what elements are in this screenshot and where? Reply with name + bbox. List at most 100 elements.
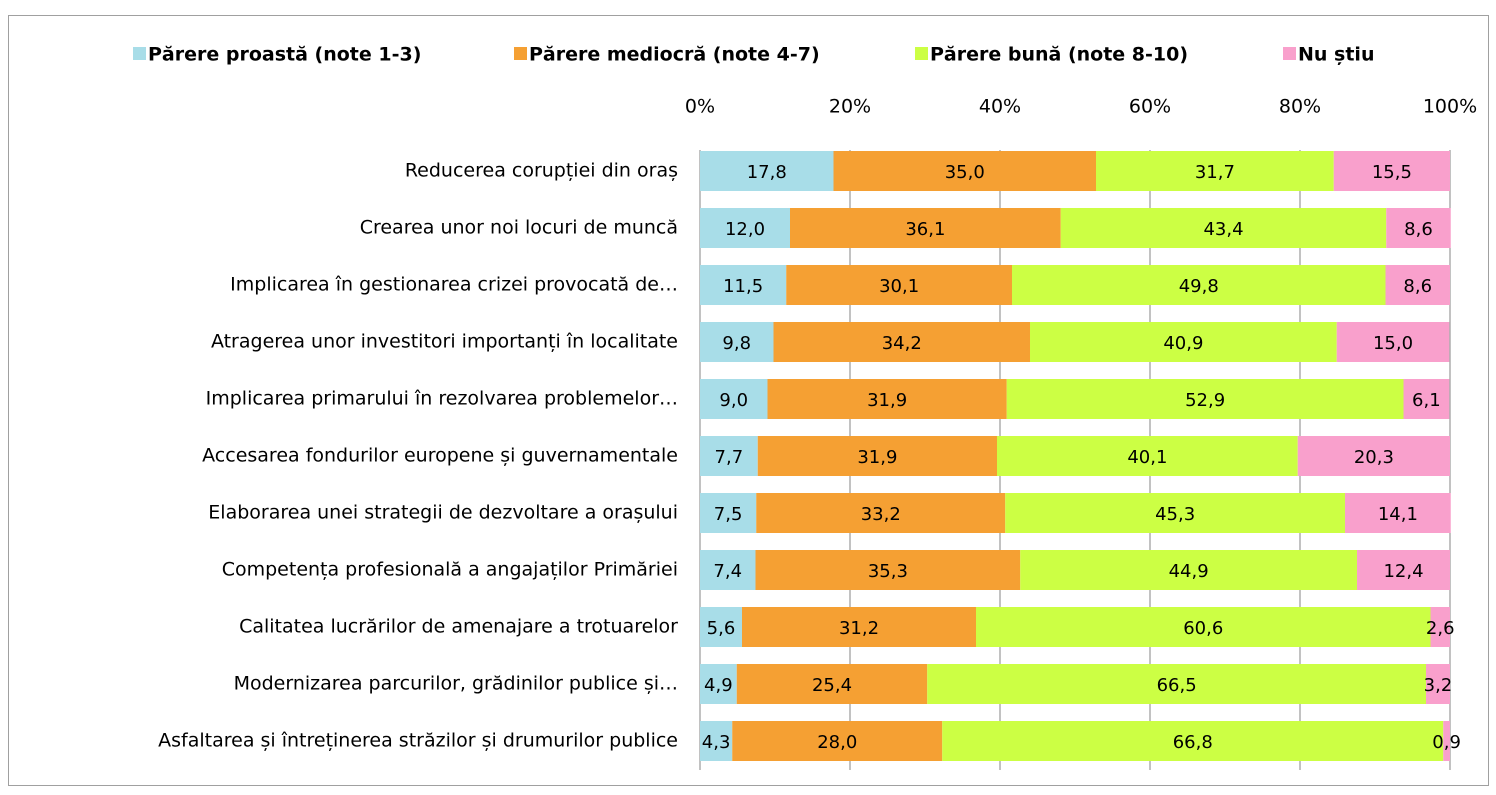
bar-segment (790, 208, 1061, 248)
value-label: 40,9 (1163, 333, 1203, 354)
value-label: 31,9 (867, 390, 907, 411)
value-label: 8,6 (1403, 276, 1432, 297)
bar-segment (1297, 436, 1450, 476)
bar-segment (700, 322, 774, 362)
value-label: 35,3 (868, 561, 908, 582)
bar-segment (1012, 265, 1386, 305)
category-label: Asfaltarea și întreținerea străzilor și … (158, 730, 678, 752)
value-label: 52,9 (1185, 390, 1225, 411)
x-tick-label: 40% (979, 96, 1021, 118)
category-label: Competența profesională a angajaților Pr… (222, 559, 678, 581)
bar-segment (1386, 208, 1451, 248)
value-label: 9,0 (719, 390, 748, 411)
value-label: 6,1 (1412, 390, 1441, 411)
bar-segment (757, 436, 997, 476)
legend-swatch (133, 47, 146, 60)
x-tick-label: 80% (1279, 96, 1321, 118)
bar-segment (736, 664, 928, 704)
bar-segment (927, 664, 1426, 704)
value-label: 31,2 (839, 618, 879, 639)
category-label: Elaborarea unei strategii de dezvoltare … (208, 502, 678, 524)
bar-segment (1060, 208, 1387, 248)
value-label: 17,8 (747, 162, 787, 183)
x-tick-label: 100% (1423, 96, 1477, 118)
bar-segment (755, 550, 1021, 590)
value-label: 25,4 (812, 675, 852, 696)
value-label: 35,0 (945, 162, 985, 183)
bar-segment (700, 379, 768, 419)
bar-segment (1357, 550, 1450, 590)
legend-label: Părere proastă (note 1-3) (148, 44, 421, 66)
bar-segment (1443, 721, 1450, 761)
value-label: 43,4 (1203, 219, 1243, 240)
category-label: Implicarea primarului în rezolvarea prob… (206, 388, 678, 410)
legend-label: Nu știu (1298, 44, 1374, 66)
bar-segment (742, 607, 976, 647)
value-label: 44,9 (1169, 561, 1209, 582)
value-label: 12,0 (725, 219, 765, 240)
value-label: 4,9 (704, 675, 733, 696)
value-label: 20,3 (1354, 447, 1394, 468)
legend-swatch (1283, 47, 1296, 60)
value-label: 15,5 (1372, 162, 1412, 183)
category-label: Modernizarea parcurilor, grădinilor publ… (234, 673, 678, 695)
bar-segment (700, 493, 757, 533)
bar-segment (1403, 379, 1450, 419)
bar-segment (732, 721, 943, 761)
value-label: 0,9 (1432, 732, 1461, 753)
legend-swatch (514, 47, 527, 60)
bar-segment (1426, 664, 1450, 704)
bar-segment (1333, 151, 1450, 191)
legend-swatch (915, 47, 928, 60)
bar-segment (1030, 322, 1337, 362)
value-label: 4,3 (702, 732, 731, 753)
value-label: 7,7 (715, 447, 744, 468)
value-label: 5,6 (707, 618, 736, 639)
bar-segment (1345, 493, 1451, 533)
bar-segment (700, 265, 787, 305)
x-tick-label: 0% (685, 96, 715, 118)
value-label: 3,2 (1424, 675, 1453, 696)
bar-segment (700, 607, 742, 647)
x-tick-label: 60% (1129, 96, 1171, 118)
bar-segment (1020, 550, 1357, 590)
x-tick-label: 20% (829, 96, 871, 118)
bar-segment (833, 151, 1096, 191)
bar-segment (997, 436, 1298, 476)
value-label: 7,5 (714, 504, 743, 525)
value-label: 60,6 (1183, 618, 1223, 639)
bar-segment (1005, 493, 1345, 533)
value-label: 34,2 (882, 333, 922, 354)
value-label: 28,0 (817, 732, 857, 753)
bar-segment (700, 664, 737, 704)
bar-segment (700, 721, 733, 761)
value-label: 36,1 (905, 219, 945, 240)
bar-segment (786, 265, 1012, 305)
value-label: 15,0 (1373, 333, 1413, 354)
category-label: Crearea unor noi locuri de muncă (360, 217, 678, 239)
bar-segment (700, 550, 756, 590)
bar-segment (976, 607, 1431, 647)
bar-segment (756, 493, 1006, 533)
value-label: 8,6 (1404, 219, 1433, 240)
value-label: 14,1 (1378, 504, 1418, 525)
bar-segment (773, 322, 1030, 362)
bar-segment (700, 208, 790, 248)
bar-segment (700, 436, 758, 476)
value-label: 31,7 (1195, 162, 1235, 183)
bar-segment (1006, 379, 1404, 419)
legend-label: Părere mediocră (note 4-7) (529, 44, 820, 66)
category-label: Accesarea fondurilor europene și guverna… (202, 445, 678, 467)
bar-segment (1096, 151, 1334, 191)
value-label: 9,8 (722, 333, 751, 354)
value-label: 40,1 (1127, 447, 1167, 468)
value-label: 7,4 (713, 561, 742, 582)
bar-segment (1336, 322, 1450, 362)
value-label: 31,9 (857, 447, 897, 468)
value-label: 66,5 (1157, 675, 1197, 696)
bar-segment (1385, 265, 1450, 305)
value-label: 12,4 (1383, 561, 1423, 582)
value-label: 33,2 (861, 504, 901, 525)
value-label: 45,3 (1155, 504, 1195, 525)
category-label: Reducerea corupției din oraș (405, 160, 678, 182)
